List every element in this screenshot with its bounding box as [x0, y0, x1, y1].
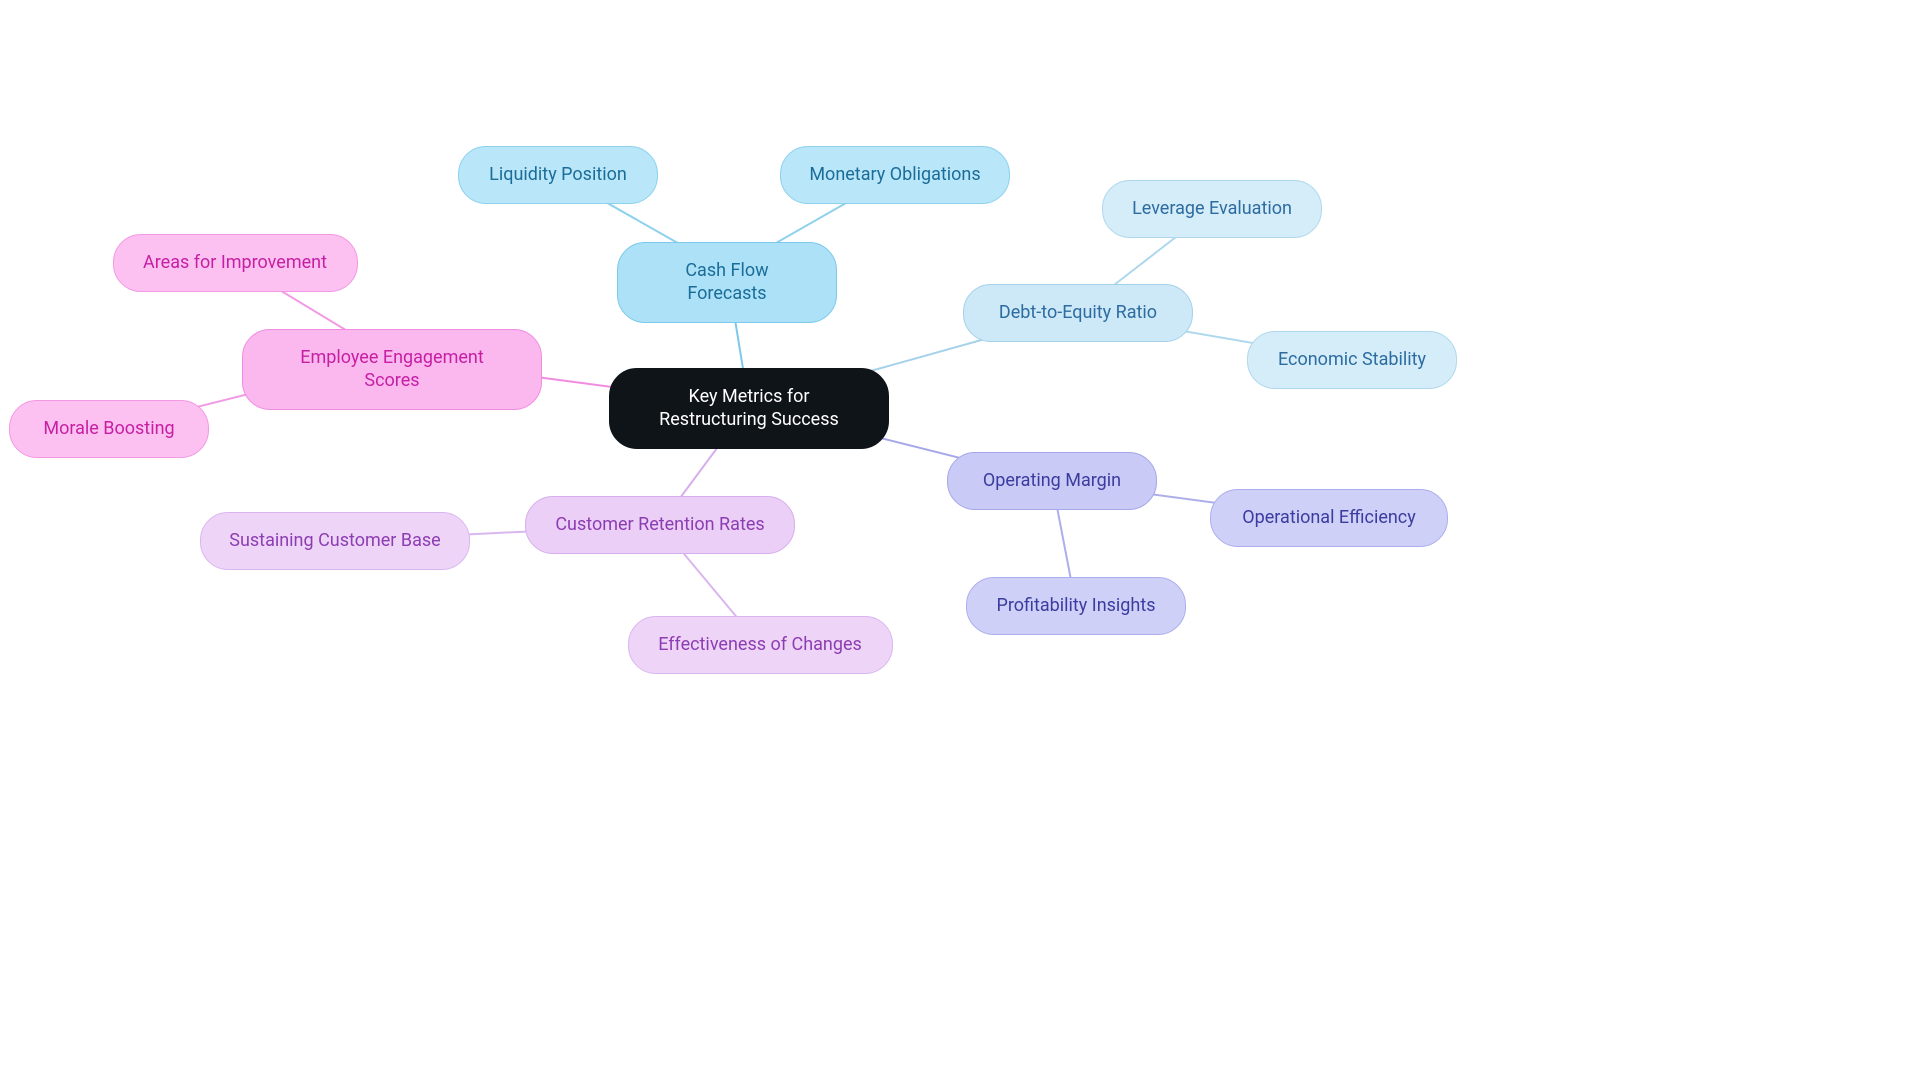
node-opeff: Operational Efficiency: [1210, 489, 1448, 547]
node-sustcust: Sustaining Customer Base: [200, 512, 470, 570]
node-areasimp: Areas for Improvement: [113, 234, 358, 292]
node-empeng: Employee Engagement Scores: [242, 329, 542, 410]
node-monetary: Monetary Obligations: [780, 146, 1010, 204]
node-profit: Profitability Insights: [966, 577, 1186, 635]
node-morale: Morale Boosting: [9, 400, 209, 458]
node-liquidity: Liquidity Position: [458, 146, 658, 204]
node-cashflow: Cash Flow Forecasts: [617, 242, 837, 323]
node-center: Key Metrics for Restructuring Success: [609, 368, 889, 449]
node-opmargin: Operating Margin: [947, 452, 1157, 510]
node-econstab: Economic Stability: [1247, 331, 1457, 389]
node-custret: Customer Retention Rates: [525, 496, 795, 554]
node-leverage: Leverage Evaluation: [1102, 180, 1322, 238]
node-debt: Debt-to-Equity Ratio: [963, 284, 1193, 342]
node-effchg: Effectiveness of Changes: [628, 616, 893, 674]
